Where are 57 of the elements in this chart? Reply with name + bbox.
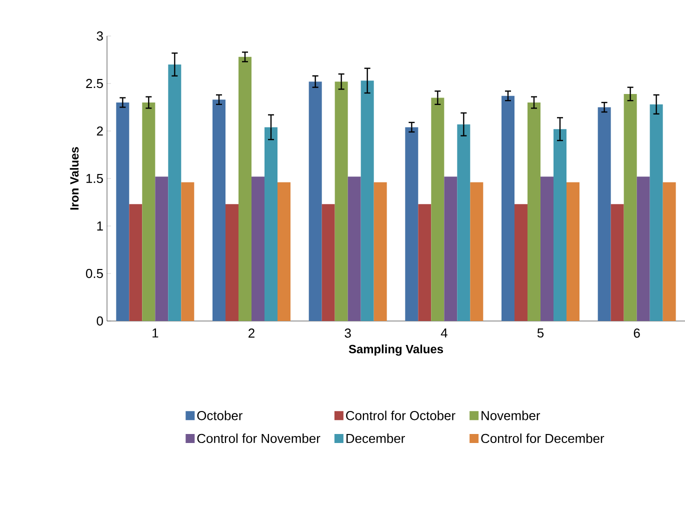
bar xyxy=(502,96,514,321)
bar xyxy=(418,204,432,321)
y-tick-label: 2.5 xyxy=(86,78,103,88)
bar xyxy=(322,204,335,321)
bar xyxy=(598,107,611,321)
x-tick-label: 5 xyxy=(537,328,544,338)
bar xyxy=(610,204,624,321)
x-tick-label: 1 xyxy=(152,328,158,338)
y-tick-label: 3 xyxy=(96,31,103,41)
bar xyxy=(431,98,444,321)
bar xyxy=(226,204,238,321)
bar xyxy=(308,82,322,321)
bar xyxy=(374,182,387,321)
bar xyxy=(360,80,374,321)
legend-label: Control for November xyxy=(197,434,320,444)
legend-label: October xyxy=(197,410,242,420)
bar xyxy=(470,182,484,321)
bar xyxy=(212,100,226,321)
legend-label: December xyxy=(346,434,405,444)
bar xyxy=(155,176,168,321)
y-tick-label: 1 xyxy=(97,222,103,230)
bar xyxy=(457,124,470,321)
y-tick-label: 1.5 xyxy=(86,174,103,184)
bar xyxy=(650,104,663,321)
bar xyxy=(528,102,540,321)
bar xyxy=(514,204,528,321)
bar xyxy=(252,176,264,321)
bar xyxy=(348,176,361,321)
bar xyxy=(334,82,348,321)
bar xyxy=(540,176,554,321)
bar xyxy=(444,176,458,321)
bar xyxy=(116,102,130,321)
bar xyxy=(636,176,650,321)
x-tick-label: 2 xyxy=(248,328,254,338)
x-axis-title: Sampling Values xyxy=(348,344,444,356)
bar xyxy=(238,56,252,321)
bar xyxy=(264,127,278,321)
bar xyxy=(278,182,290,321)
bar xyxy=(129,204,142,321)
y-tick-label: 0 xyxy=(96,316,103,326)
x-tick-label: 6 xyxy=(634,328,640,338)
bar xyxy=(624,94,637,321)
bar xyxy=(554,129,566,321)
y-axis-title: Iron Values xyxy=(70,147,79,210)
legend-label: Control for December xyxy=(481,434,604,444)
y-tick-label: 0.5 xyxy=(86,268,103,278)
bar xyxy=(662,182,676,321)
bar xyxy=(566,182,580,321)
bar xyxy=(405,127,418,321)
bar xyxy=(142,102,156,321)
legend-label: November xyxy=(482,410,540,420)
x-tick-label: 3 xyxy=(344,328,351,338)
bar xyxy=(181,182,194,321)
bar xyxy=(168,64,182,321)
x-tick-label: 4 xyxy=(440,328,448,338)
y-tick-label: 2 xyxy=(96,126,103,136)
legend-label: Control for October xyxy=(346,410,456,420)
